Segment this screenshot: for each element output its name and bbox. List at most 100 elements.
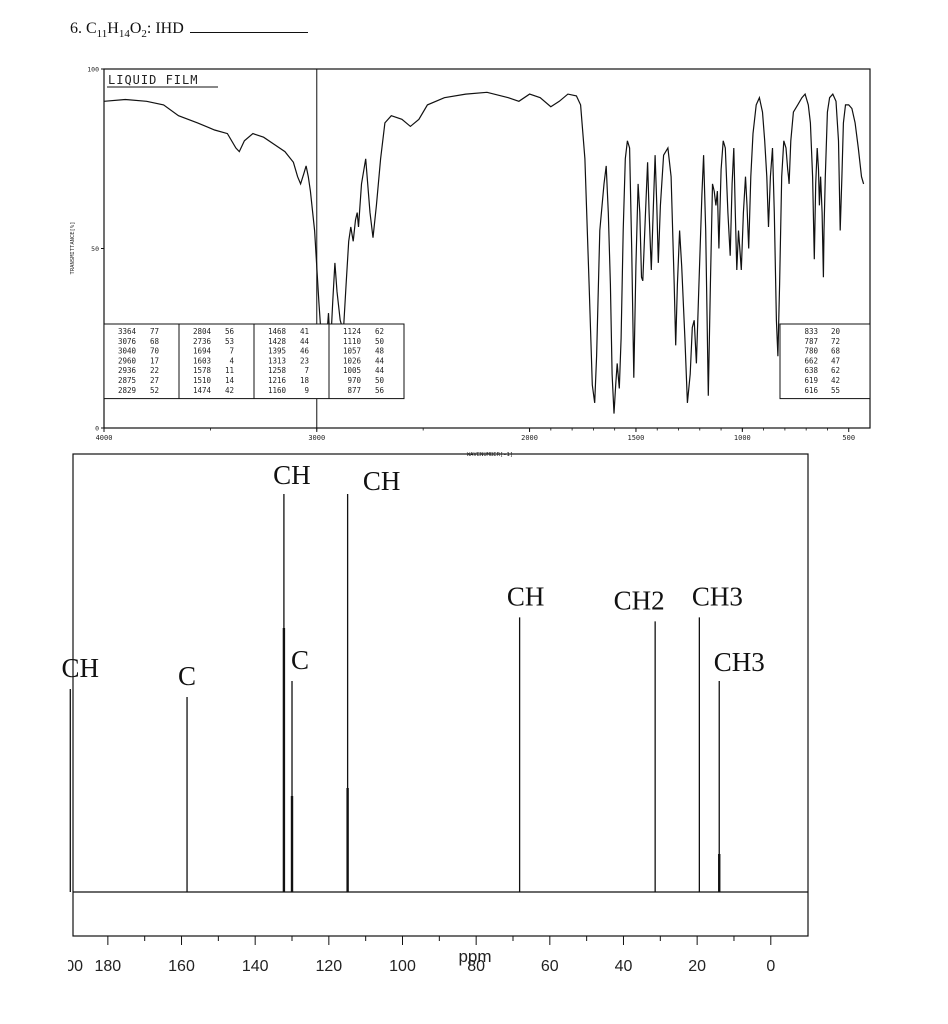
ir-peak-wavenumber: 616 <box>804 386 818 395</box>
nmr-peak-labels: CH C CH C CH CH CH2 CH3 CH3 <box>62 460 765 691</box>
ir-labels: LIQUID FILM WAVENUMBER[-1] TRANSMITTANCE[%… <box>70 73 513 458</box>
ir-peak-wavenumber: 3364 <box>118 327 137 336</box>
ir-peak-transmittance: 53 <box>225 337 234 346</box>
nmr-peak-label: CH3 <box>714 647 765 677</box>
ir-peak-transmittance: 50 <box>375 376 385 385</box>
ir-y-tick-label: 100 <box>87 66 99 74</box>
ir-peak-transmittance: 44 <box>375 356 385 365</box>
nmr-x-tick-label: 0 <box>766 958 775 975</box>
ir-peak-transmittance: 47 <box>831 356 840 365</box>
ir-peak-transmittance: 55 <box>831 386 840 395</box>
ir-peak-wavenumber: 2875 <box>118 376 136 385</box>
nmr-peak-label: C <box>178 661 196 691</box>
ir-peak-transmittance: 72 <box>831 337 840 346</box>
ir-peak-wavenumber: 638 <box>804 366 818 375</box>
nmr-peak-label: CH <box>273 460 311 490</box>
ir-peak-transmittance: 52 <box>150 386 159 395</box>
ir-peak-wavenumber: 1603 <box>193 356 211 365</box>
ir-peak-transmittance: 50 <box>375 337 385 346</box>
nmr-x-tick-label: 80 <box>467 958 485 975</box>
ir-peak-transmittance: 41 <box>300 327 309 336</box>
ir-x-tick-label: 1000 <box>734 434 751 442</box>
nmr-peak-label: CH <box>507 581 545 611</box>
nmr-x-tick-label: 40 <box>615 958 633 975</box>
ir-peak-transmittance: 17 <box>150 356 159 365</box>
ir-peak-transmittance: 42 <box>831 376 840 385</box>
ir-peak-wavenumber: 1510 <box>193 376 212 385</box>
ir-peak-wavenumber: 619 <box>804 376 818 385</box>
ir-peak-transmittance: 44 <box>300 337 310 346</box>
nmr-peak-label: CH <box>62 653 100 683</box>
ir-y-tick-label: 0 <box>95 425 99 433</box>
ir-peak-wavenumber: 787 <box>804 337 818 346</box>
nmr-x-tick-label: 160 <box>168 958 195 975</box>
ir-peak-transmittance: 48 <box>375 347 385 356</box>
ir-peak-wavenumber: 2960 <box>118 356 137 365</box>
ir-peak-wavenumber: 1124 <box>343 327 362 336</box>
ir-peak-transmittance: 7 <box>304 366 309 375</box>
ir-peak-transmittance: 62 <box>375 327 384 336</box>
ir-peak-wavenumber: 1110 <box>343 337 362 346</box>
ir-peak-wavenumber: 1026 <box>343 356 362 365</box>
nmr-x-tick-label: 140 <box>242 958 269 975</box>
ir-peak-wavenumber: 1428 <box>268 337 287 346</box>
ir-peak-transmittance: 18 <box>300 376 310 385</box>
nmr-x-axis-label: ppm <box>458 947 491 966</box>
ir-peak-wavenumber: 1468 <box>268 327 287 336</box>
ir-peak-wavenumber: 2936 <box>118 366 137 375</box>
ir-peak-transmittance: 56 <box>225 327 235 336</box>
ir-peak-wavenumber: 877 <box>347 386 361 395</box>
ir-peak-wavenumber: 1258 <box>268 366 287 375</box>
nmr-peak-label: C <box>291 645 309 675</box>
ir-peak-transmittance: 46 <box>300 347 310 356</box>
ir-peak-wavenumber: 1578 <box>193 366 212 375</box>
ir-peak-transmittance: 14 <box>225 376 235 385</box>
ir-peak-transmittance: 20 <box>831 327 841 336</box>
ir-x-tick-label: 500 <box>842 434 855 442</box>
ir-peak-wavenumber: 1395 <box>268 347 286 356</box>
ir-peak-wavenumber: 1313 <box>268 356 286 365</box>
ir-y-axis-label: TRANSMITTANCE[%] <box>70 222 76 275</box>
ir-peak-table-right-box <box>779 323 871 400</box>
ir-peak-wavenumber: 1160 <box>268 386 287 395</box>
ir-x-tick-label: 2000 <box>521 434 538 442</box>
ir-peak-transmittance: 7 <box>229 347 234 356</box>
question-heading: 6. C11H14O2: IHD <box>70 18 308 40</box>
ir-peak-wavenumber: 1216 <box>268 376 287 385</box>
ir-peak-wavenumber: 1474 <box>193 386 212 395</box>
ir-peak-wavenumber: 3076 <box>118 337 137 346</box>
ir-x-axis-label: WAVENUMBER[-1] <box>467 452 513 458</box>
ir-peak-wavenumber: 2829 <box>118 386 136 395</box>
nmr-x-tick-label: 200 <box>56 958 83 975</box>
ir-peak-wavenumber: 1694 <box>193 347 212 356</box>
ir-peak-transmittance: 77 <box>150 327 159 336</box>
ir-peak-wavenumber: 662 <box>804 356 818 365</box>
ir-peak-wavenumber: 970 <box>347 376 361 385</box>
ir-peak-transmittance: 70 <box>150 347 160 356</box>
ir-peak-transmittance: 44 <box>375 366 385 375</box>
nmr-peaks <box>69 494 721 892</box>
ir-peak-wavenumber: 1005 <box>343 366 361 375</box>
nmr-peak-label: CH3 <box>692 581 743 611</box>
nmr-peak-label: CH <box>363 466 401 496</box>
ir-peak-transmittance: 68 <box>831 347 841 356</box>
molecular-formula: C11H14O2 <box>86 20 147 41</box>
ir-x-tick-label: 3000 <box>308 434 325 442</box>
ir-y-tick-label: 50 <box>91 245 99 253</box>
ir-sample-label: LIQUID FILM <box>108 73 198 87</box>
nmr-plot-border <box>72 453 809 937</box>
nmr-x-tick-label: 20 <box>688 958 706 975</box>
question-number: 6. <box>70 20 82 37</box>
ir-peak-transmittance: 23 <box>300 356 309 365</box>
ir-peak-transmittance: 9 <box>304 386 309 395</box>
ir-peak-wavenumber: 780 <box>804 347 818 356</box>
ir-peak-wavenumber: 2804 <box>193 327 212 336</box>
ir-peak-transmittance: 22 <box>150 366 159 375</box>
ir-peak-wavenumber: 2736 <box>193 337 212 346</box>
ir-peak-wavenumber: 3040 <box>118 347 137 356</box>
ir-peak-wavenumber: 1057 <box>343 347 361 356</box>
